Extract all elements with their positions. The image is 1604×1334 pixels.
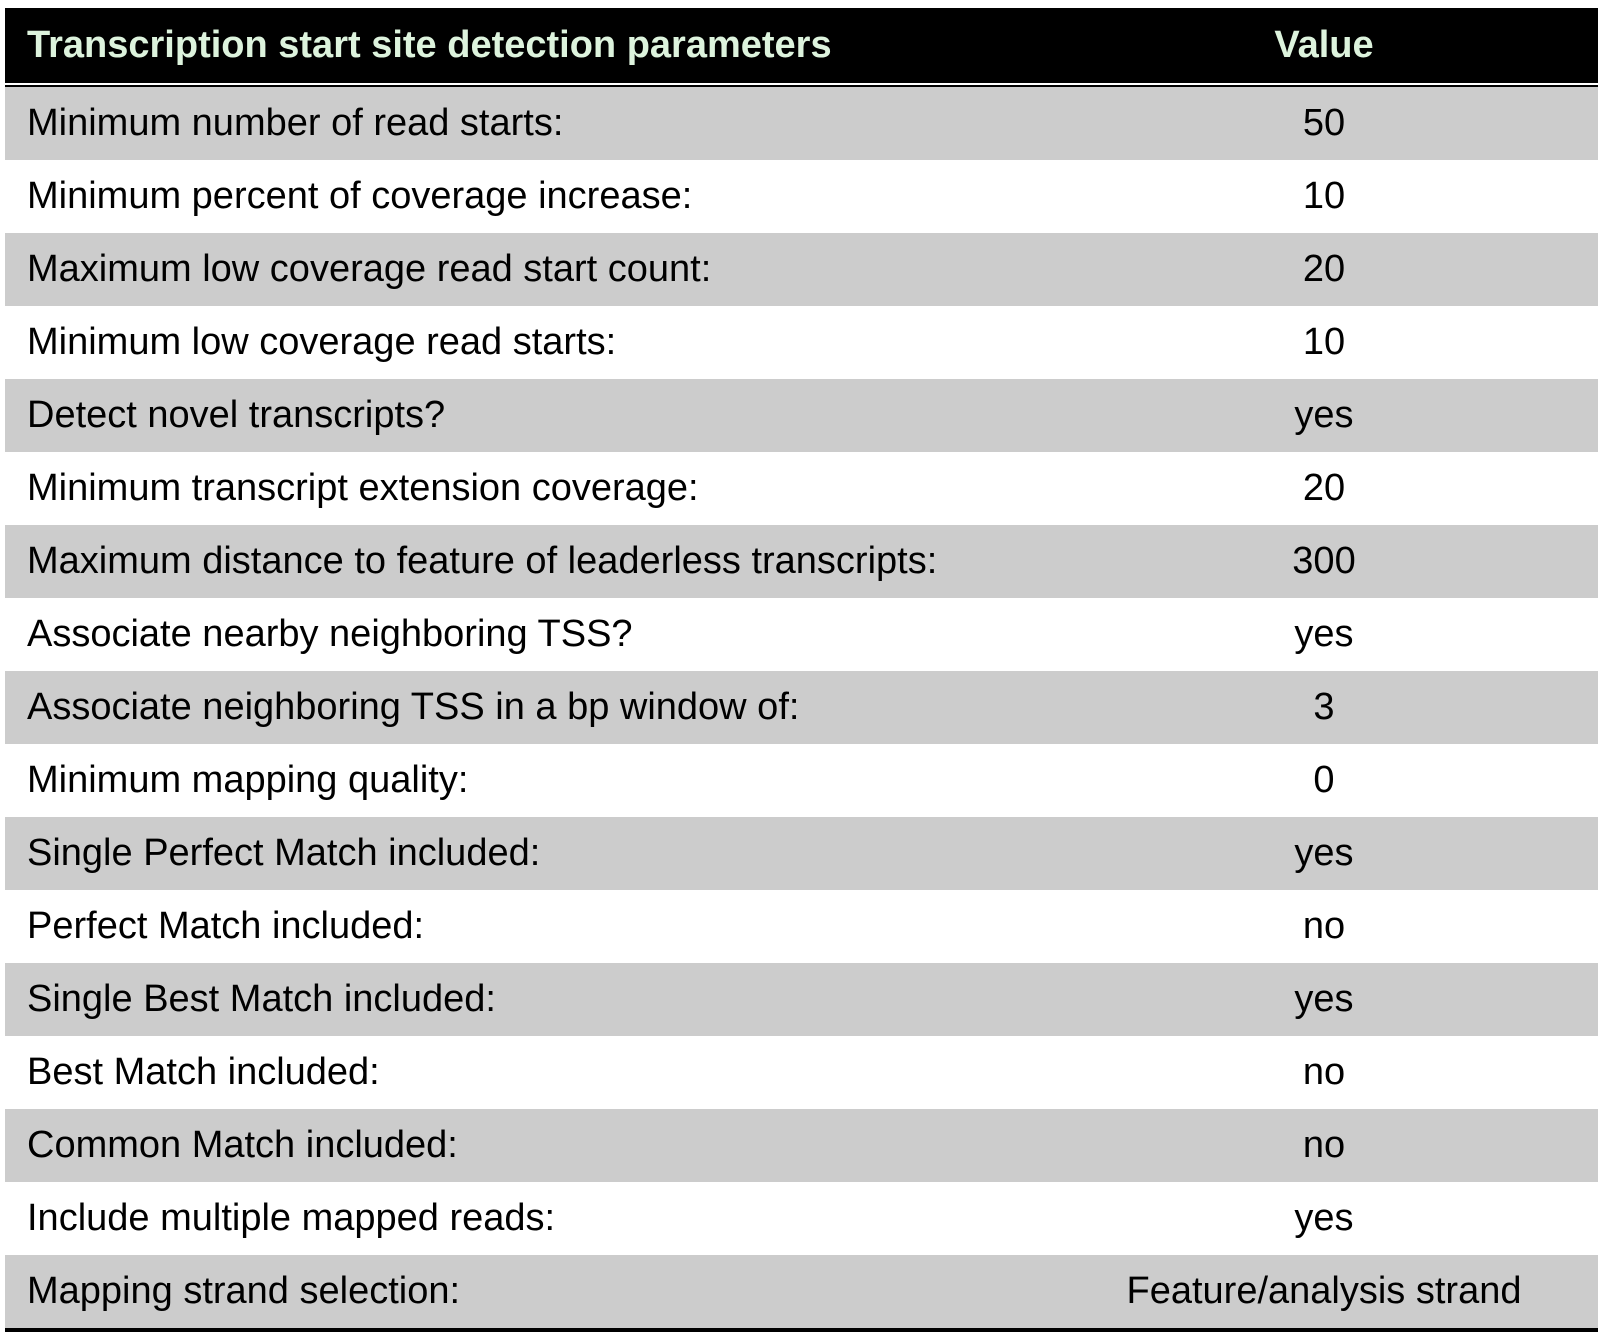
table-row: Minimum low coverage read starts: 10 [5, 306, 1598, 379]
row-value: yes [1294, 394, 1354, 436]
table-row: Minimum mapping quality: 0 [5, 744, 1598, 817]
row-value: yes [1294, 978, 1354, 1020]
parameters-table: Transcription start site detection param… [5, 8, 1598, 1332]
table-row: Minimum number of read starts: 50 [5, 87, 1598, 160]
table-row: Associate neighboring TSS in a bp window… [5, 671, 1598, 744]
table-row: Maximum low coverage read start count: 2… [5, 233, 1598, 306]
table-row: Common Match included: no [5, 1109, 1598, 1182]
row-value: yes [1294, 832, 1354, 874]
row-parameter: Single Perfect Match included: [27, 832, 541, 874]
row-value: 0 [1313, 759, 1335, 801]
row-value: 20 [1302, 248, 1346, 290]
row-parameter: Maximum low coverage read start count: [27, 248, 712, 290]
row-parameter: Minimum percent of coverage increase: [27, 175, 693, 217]
row-value: yes [1294, 1197, 1354, 1239]
table-row: Minimum percent of coverage increase: 10 [5, 160, 1598, 233]
table-row: Perfect Match included: no [5, 890, 1598, 963]
row-value: yes [1294, 613, 1354, 655]
row-parameter: Maximum distance to feature of leaderles… [27, 540, 938, 582]
row-value: 300 [1292, 540, 1356, 582]
table-row: Single Perfect Match included: yes [5, 817, 1598, 890]
row-value: 10 [1302, 175, 1346, 217]
row-value: no [1302, 905, 1346, 947]
row-value: Feature/analysis strand [1126, 1270, 1522, 1312]
row-parameter: Common Match included: [27, 1124, 458, 1166]
row-parameter: Minimum number of read starts: [27, 102, 564, 144]
row-parameter: Perfect Match included: [27, 905, 425, 947]
table-row: Associate nearby neighboring TSS? yes [5, 598, 1598, 671]
row-value: no [1302, 1051, 1346, 1093]
table-row: Maximum distance to feature of leaderles… [5, 525, 1598, 598]
header-value: Value [1274, 24, 1374, 66]
row-parameter: Include multiple mapped reads: [27, 1197, 556, 1239]
row-parameter: Mapping strand selection: [27, 1270, 461, 1312]
table-row: Single Best Match included: yes [5, 963, 1598, 1036]
row-parameter: Best Match included: [27, 1051, 380, 1093]
row-parameter: Minimum mapping quality: [27, 759, 469, 801]
row-parameter: Single Best Match included: [27, 978, 496, 1020]
row-value: 20 [1302, 467, 1346, 509]
row-value: no [1302, 1124, 1346, 1166]
row-parameter: Minimum low coverage read starts: [27, 321, 617, 363]
row-parameter: Associate nearby neighboring TSS? [27, 613, 633, 655]
row-parameter: Minimum transcript extension coverage: [27, 467, 699, 509]
row-parameter: Detect novel transcripts? [27, 394, 446, 436]
table-header: Transcription start site detection param… [5, 8, 1598, 85]
row-value: 3 [1313, 686, 1335, 728]
table-row: Detect novel transcripts? yes [5, 379, 1598, 452]
row-value: 50 [1302, 102, 1346, 144]
table-row: Include multiple mapped reads: yes [5, 1182, 1598, 1255]
header-parameter: Transcription start site detection param… [27, 24, 832, 66]
table-row: Mapping strand selection: Feature/analys… [5, 1255, 1598, 1328]
table-row: Minimum transcript extension coverage: 2… [5, 452, 1598, 525]
table-row: Best Match included: no [5, 1036, 1598, 1109]
row-parameter: Associate neighboring TSS in a bp window… [27, 686, 800, 728]
row-value: 10 [1302, 321, 1346, 363]
table-body: Minimum number of read starts: 50 Minimu… [5, 87, 1598, 1328]
